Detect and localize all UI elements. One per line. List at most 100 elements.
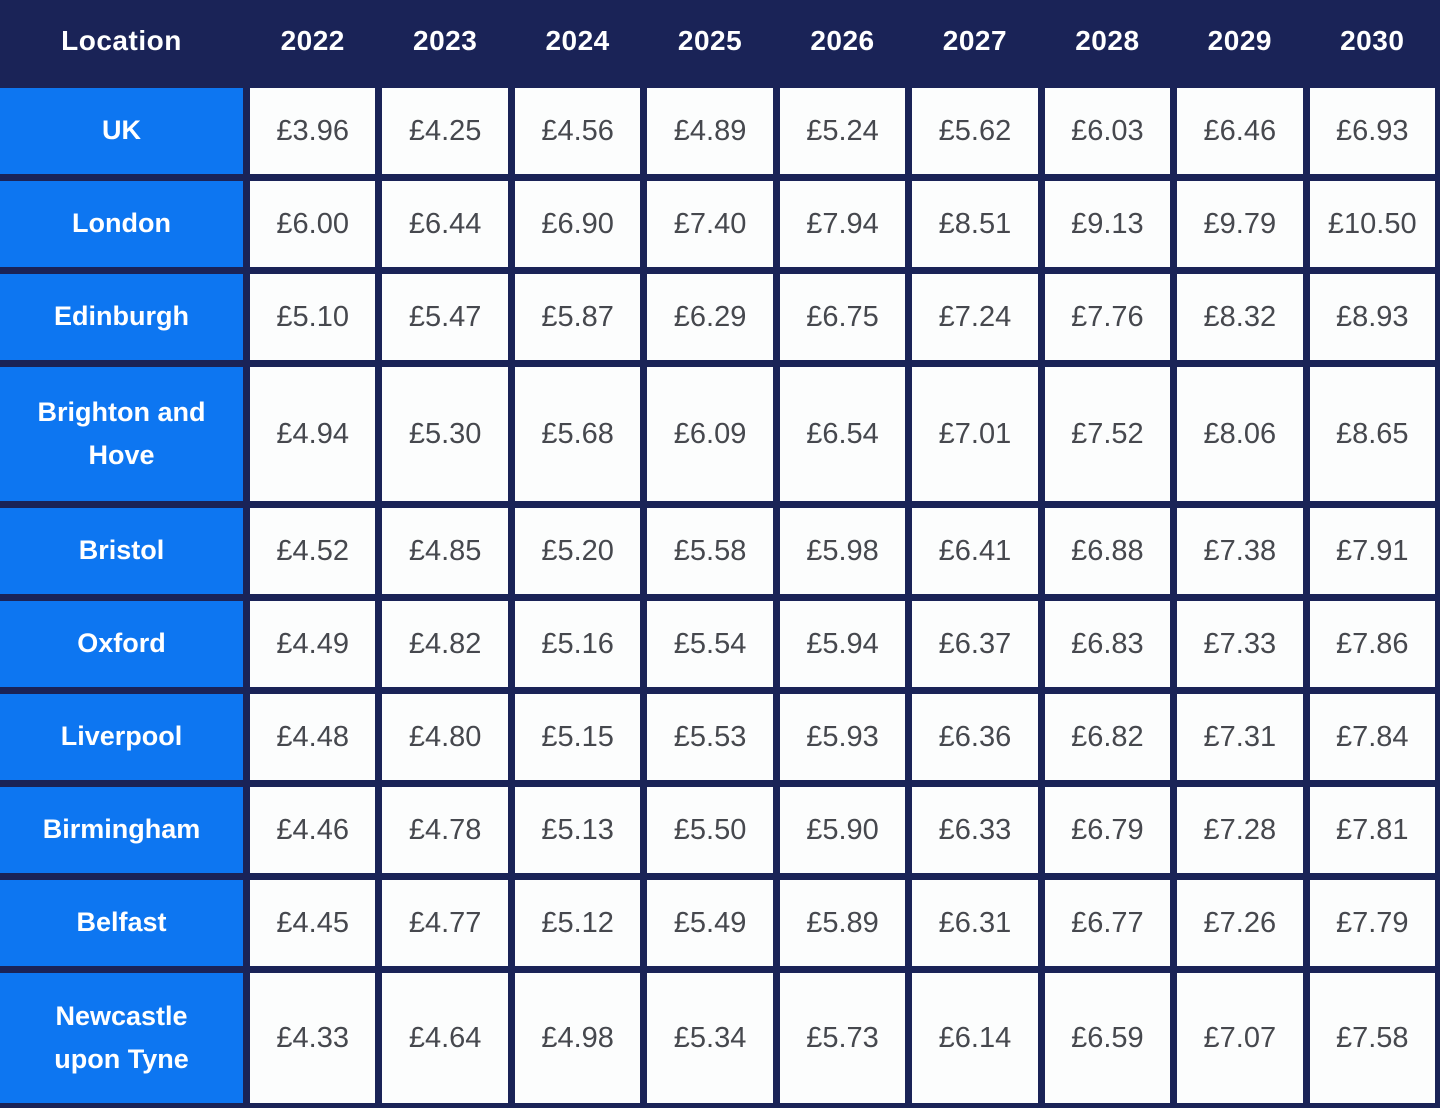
price-cell: £5.10 — [250, 274, 376, 360]
price-cell: £9.13 — [1044, 181, 1171, 267]
price-cell: £4.89 — [647, 88, 773, 174]
price-cell: £4.49 — [250, 601, 376, 687]
price-cell-label: £5.89 — [806, 906, 879, 939]
price-cell-label: £4.98 — [541, 1021, 614, 1054]
price-cell-label: £5.30 — [408, 417, 482, 450]
row-header-location-label: Newcastle upon Tyne — [54, 1000, 189, 1074]
price-cell-label: £8.51 — [938, 207, 1012, 240]
column-header-year: 2023 — [382, 0, 507, 81]
price-cell: £7.58 — [1309, 973, 1435, 1103]
price-cell-label: £9.13 — [1071, 207, 1144, 240]
price-cell: £5.12 — [514, 880, 641, 966]
price-cell: £4.52 — [250, 508, 376, 594]
price-cell-label: £5.24 — [806, 114, 879, 147]
price-cell: £4.82 — [382, 601, 508, 687]
price-cell: £6.77 — [1044, 880, 1171, 966]
price-cell-label: £8.06 — [1203, 417, 1277, 450]
price-cell: £4.94 — [250, 367, 376, 501]
price-cell-label: £7.01 — [938, 417, 1012, 450]
price-cell-label: £3.96 — [276, 114, 349, 147]
price-cell: £6.33 — [912, 787, 1038, 873]
price-cell: £5.93 — [779, 694, 906, 780]
price-cell-label: £4.45 — [276, 906, 349, 939]
price-cell-label: £7.28 — [1203, 813, 1277, 846]
price-cell: £4.46 — [250, 787, 376, 873]
price-cell: £6.14 — [912, 973, 1038, 1103]
price-cell: £4.85 — [382, 508, 508, 594]
price-cell: £8.32 — [1177, 274, 1303, 360]
price-cell-label: £7.58 — [1335, 1021, 1409, 1054]
price-cell-label: £7.84 — [1335, 720, 1409, 753]
price-cell: £5.49 — [647, 880, 773, 966]
price-cell: £6.41 — [912, 508, 1038, 594]
price-cell-label: £5.98 — [806, 534, 879, 567]
price-cell: £6.83 — [1044, 601, 1171, 687]
price-cell: £5.87 — [514, 274, 641, 360]
column-header-year-label: 2027 — [942, 24, 1008, 56]
price-cell: £5.62 — [912, 88, 1038, 174]
price-cell-label: £4.85 — [408, 534, 482, 567]
price-cell: £6.54 — [779, 367, 906, 501]
row-header-location: London — [0, 181, 243, 267]
price-cell: £5.90 — [779, 787, 906, 873]
price-cell: £6.31 — [912, 880, 1038, 966]
price-cell-label: £5.15 — [541, 720, 614, 753]
price-cell: £9.79 — [1177, 181, 1303, 267]
price-cell: £4.48 — [250, 694, 376, 780]
price-cell: £6.44 — [382, 181, 508, 267]
price-cell-label: £7.81 — [1335, 813, 1409, 846]
price-cell-label: £7.94 — [806, 207, 879, 240]
price-cell: £6.82 — [1044, 694, 1171, 780]
price-cell-label: £4.94 — [276, 417, 349, 450]
price-cell: £7.86 — [1309, 601, 1435, 687]
column-header-year-label: 2023 — [413, 24, 478, 56]
column-header-year: 2030 — [1310, 0, 1435, 81]
row-header-location-label: Liverpool — [60, 721, 183, 752]
price-cell: £7.33 — [1177, 601, 1303, 687]
price-cell: £5.16 — [514, 601, 641, 687]
price-cell: £7.28 — [1177, 787, 1303, 873]
column-header-year-label: 2022 — [280, 24, 345, 56]
price-cell: £6.93 — [1309, 88, 1435, 174]
row-header-location: Bristol — [0, 508, 243, 594]
price-cell: £4.45 — [250, 880, 376, 966]
price-cell: £7.52 — [1044, 367, 1171, 501]
price-cell-label: £6.33 — [938, 813, 1012, 846]
price-cell: £6.29 — [647, 274, 773, 360]
price-cell: £5.24 — [779, 88, 906, 174]
price-cell-label: £4.80 — [408, 720, 482, 753]
price-cell: £7.79 — [1309, 880, 1435, 966]
price-cell: £4.33 — [250, 973, 376, 1103]
price-cell-label: £4.46 — [276, 813, 349, 846]
price-cell: £5.58 — [647, 508, 773, 594]
price-cell: £6.00 — [250, 181, 376, 267]
price-cell: £7.24 — [912, 274, 1038, 360]
column-header-year-label: 2028 — [1075, 24, 1140, 56]
price-cell: £5.47 — [382, 274, 508, 360]
column-header-year: 2029 — [1177, 0, 1302, 81]
price-cell-label: £5.13 — [541, 813, 614, 846]
row-header-location: Belfast — [0, 880, 243, 966]
price-cell-label: £6.44 — [408, 207, 482, 240]
price-cell-label: £7.33 — [1203, 627, 1277, 660]
price-cell: £5.20 — [514, 508, 641, 594]
price-cell-label: £5.20 — [541, 534, 614, 567]
price-cell-label: £6.09 — [673, 417, 747, 450]
price-cell-label: £6.83 — [1071, 627, 1144, 660]
price-cell-label: £6.93 — [1335, 114, 1409, 147]
price-cell-label: £4.25 — [408, 114, 482, 147]
column-header-year: 2025 — [647, 0, 772, 81]
price-cell: £7.07 — [1177, 973, 1303, 1103]
price-cell-label: £7.31 — [1203, 720, 1277, 753]
price-cell: £6.03 — [1044, 88, 1171, 174]
price-cell-label: £4.33 — [276, 1021, 349, 1054]
price-cell: £7.84 — [1309, 694, 1435, 780]
price-cell: £8.65 — [1309, 367, 1435, 501]
price-cell: £5.68 — [514, 367, 641, 501]
price-cell: £7.40 — [647, 181, 773, 267]
price-cell: £7.38 — [1177, 508, 1303, 594]
row-header-location: Liverpool — [0, 694, 243, 780]
price-cell: £7.94 — [779, 181, 906, 267]
price-cell-label: £5.50 — [673, 813, 747, 846]
price-cell-label: £4.49 — [276, 627, 349, 660]
